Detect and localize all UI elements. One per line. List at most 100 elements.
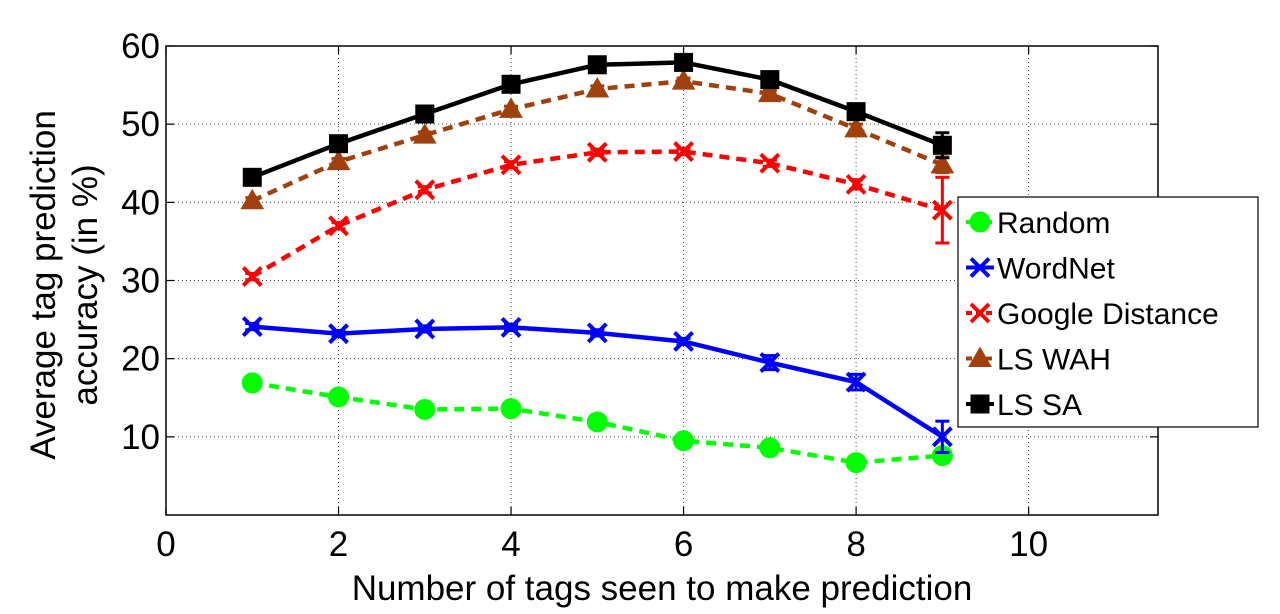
data-point [500,398,522,420]
data-point [969,257,991,278]
series-wordnet [241,316,953,454]
y-axis-label-line-1: Average tag prediction [24,110,63,460]
legend-label: LS WAH [997,344,1111,377]
data-point [759,437,781,459]
data-point [845,371,867,393]
x-tick-label: 4 [501,525,520,564]
data-point-stroke [931,199,953,221]
data-point-stroke [845,173,867,195]
data-point [844,116,868,138]
data-point [932,135,952,155]
data-point [585,76,610,98]
data-point [846,102,866,122]
data-point-stroke [969,302,991,324]
series-line [251,78,944,203]
data-point-stroke [759,152,781,174]
data-point [845,173,867,195]
data-point [500,154,522,176]
data-point [501,74,521,94]
data-point-stroke [414,179,436,201]
legend-label: Random [997,207,1110,240]
data-point [969,211,991,233]
y-tick-label: 50 [121,105,160,144]
data-point [328,323,349,345]
data-point [673,430,695,452]
series-group [240,52,955,474]
data-point-stroke [328,323,349,345]
data-point [414,179,436,201]
data-point [968,346,992,367]
legend-label: LS SA [997,389,1082,422]
legend-item-ls-sa: LS SA [966,389,1082,422]
data-point-stroke [931,426,953,448]
y-axis-label-line-2: accuracy (in %) [66,164,105,405]
series-random [241,372,953,474]
data-point [328,386,350,408]
data-point [970,394,990,414]
x-tick-label: 8 [846,525,865,564]
data-point [328,215,349,237]
data-point-stroke [241,266,263,288]
x-tick-label: 0 [156,525,175,564]
legend-item-ls-wah: LS WAH [966,344,1111,377]
y-tick-label: 40 [121,183,160,222]
legend-label: WordNet [997,253,1115,286]
data-point [671,69,696,90]
data-point [414,398,436,420]
data-point-stroke [845,371,867,393]
series-google-distance [241,141,953,288]
data-point [931,199,953,221]
data-point [414,318,436,340]
legend-item-google-distance: Google Distance [966,298,1219,331]
data-point [759,352,781,373]
legend-label: Google Distance [997,298,1219,331]
x-tick-label: 10 [1009,525,1048,564]
legend-box [957,196,1259,428]
data-point [499,97,523,118]
data-point [329,134,349,154]
data-point [326,149,351,171]
data-point [586,141,608,163]
x-axis-label: Number of tags seen to make prediction [352,569,973,608]
data-point-stroke [673,141,694,162]
data-point-stroke [500,316,522,338]
data-point [240,188,265,210]
y-tick-label: 30 [121,262,160,301]
data-point [760,70,780,90]
data-point-stroke [673,331,694,352]
x-tick-label: 6 [674,525,693,564]
data-point [969,302,991,324]
y-tick-label: 10 [121,418,160,457]
data-point [586,322,608,344]
series-line [251,149,943,279]
data-point-stroke [328,215,349,237]
data-point [412,123,437,144]
data-point-stroke [500,154,522,176]
data-point [757,81,782,103]
data-point [241,266,263,288]
data-point [673,141,694,162]
legend: Random WordNet Google Distance LS WAH LS SA [957,196,1259,428]
data-point [930,152,955,174]
y-axis-label: Average tag prediction accuracy (in %) [24,110,105,460]
x-tick-label: 2 [329,525,348,564]
data-point [587,55,607,75]
legend-item-random: Random [966,207,1110,240]
data-point [931,426,953,448]
data-point-stroke [759,352,781,373]
data-point [673,331,694,352]
data-point [759,152,781,174]
data-point [845,452,867,474]
series-ls-sa [242,52,952,187]
data-point [674,52,694,72]
y-tick-label: 60 [121,27,160,66]
axis-ticks: 0 2 4 6 8 10 10 20 30 40 50 60 [121,27,1158,564]
data-point [241,316,263,338]
data-point [500,316,522,338]
legend-item-wordnet: WordNet [966,253,1115,286]
data-point-stroke [414,318,436,340]
data-point-stroke [241,316,263,338]
y-tick-label: 20 [121,340,160,379]
data-point [242,167,262,187]
